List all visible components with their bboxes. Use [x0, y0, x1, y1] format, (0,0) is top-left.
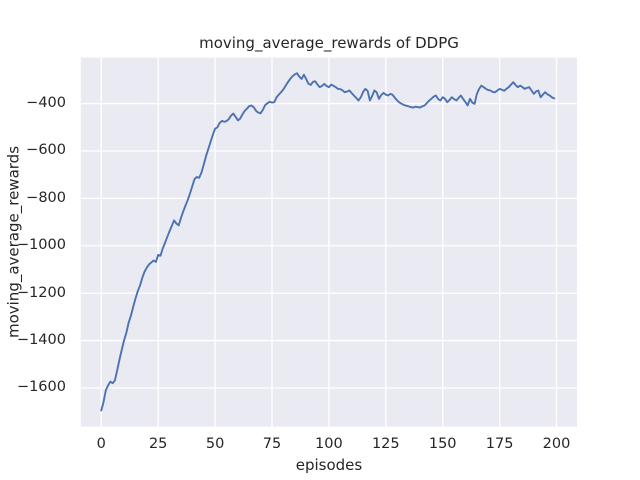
y-tick-label: −1000 [16, 237, 66, 254]
y-tick-label: −600 [26, 142, 66, 159]
y-tick-label: −400 [26, 95, 66, 112]
x-axis-label: episodes [295, 456, 363, 474]
x-tick-label: 100 [315, 436, 343, 452]
x-tick-label: 200 [542, 436, 571, 452]
y-tick-label: −1400 [16, 332, 66, 349]
x-tick-label: 50 [205, 436, 225, 452]
x-tick-label: 150 [428, 436, 457, 452]
x-tick-label: 75 [262, 436, 282, 452]
y-tick-label: −1600 [16, 379, 66, 396]
x-tick-label: 175 [485, 436, 514, 452]
chart-title: moving_average_rewards of DDPG [199, 34, 459, 52]
y-tick-label: −800 [26, 189, 66, 206]
x-tick-label: 125 [371, 436, 400, 452]
x-tick-label: 25 [148, 436, 168, 452]
moving-average-reward-line [100, 72, 556, 412]
y-tick-label: −1200 [16, 284, 66, 301]
x-tick-label: 0 [96, 436, 106, 452]
